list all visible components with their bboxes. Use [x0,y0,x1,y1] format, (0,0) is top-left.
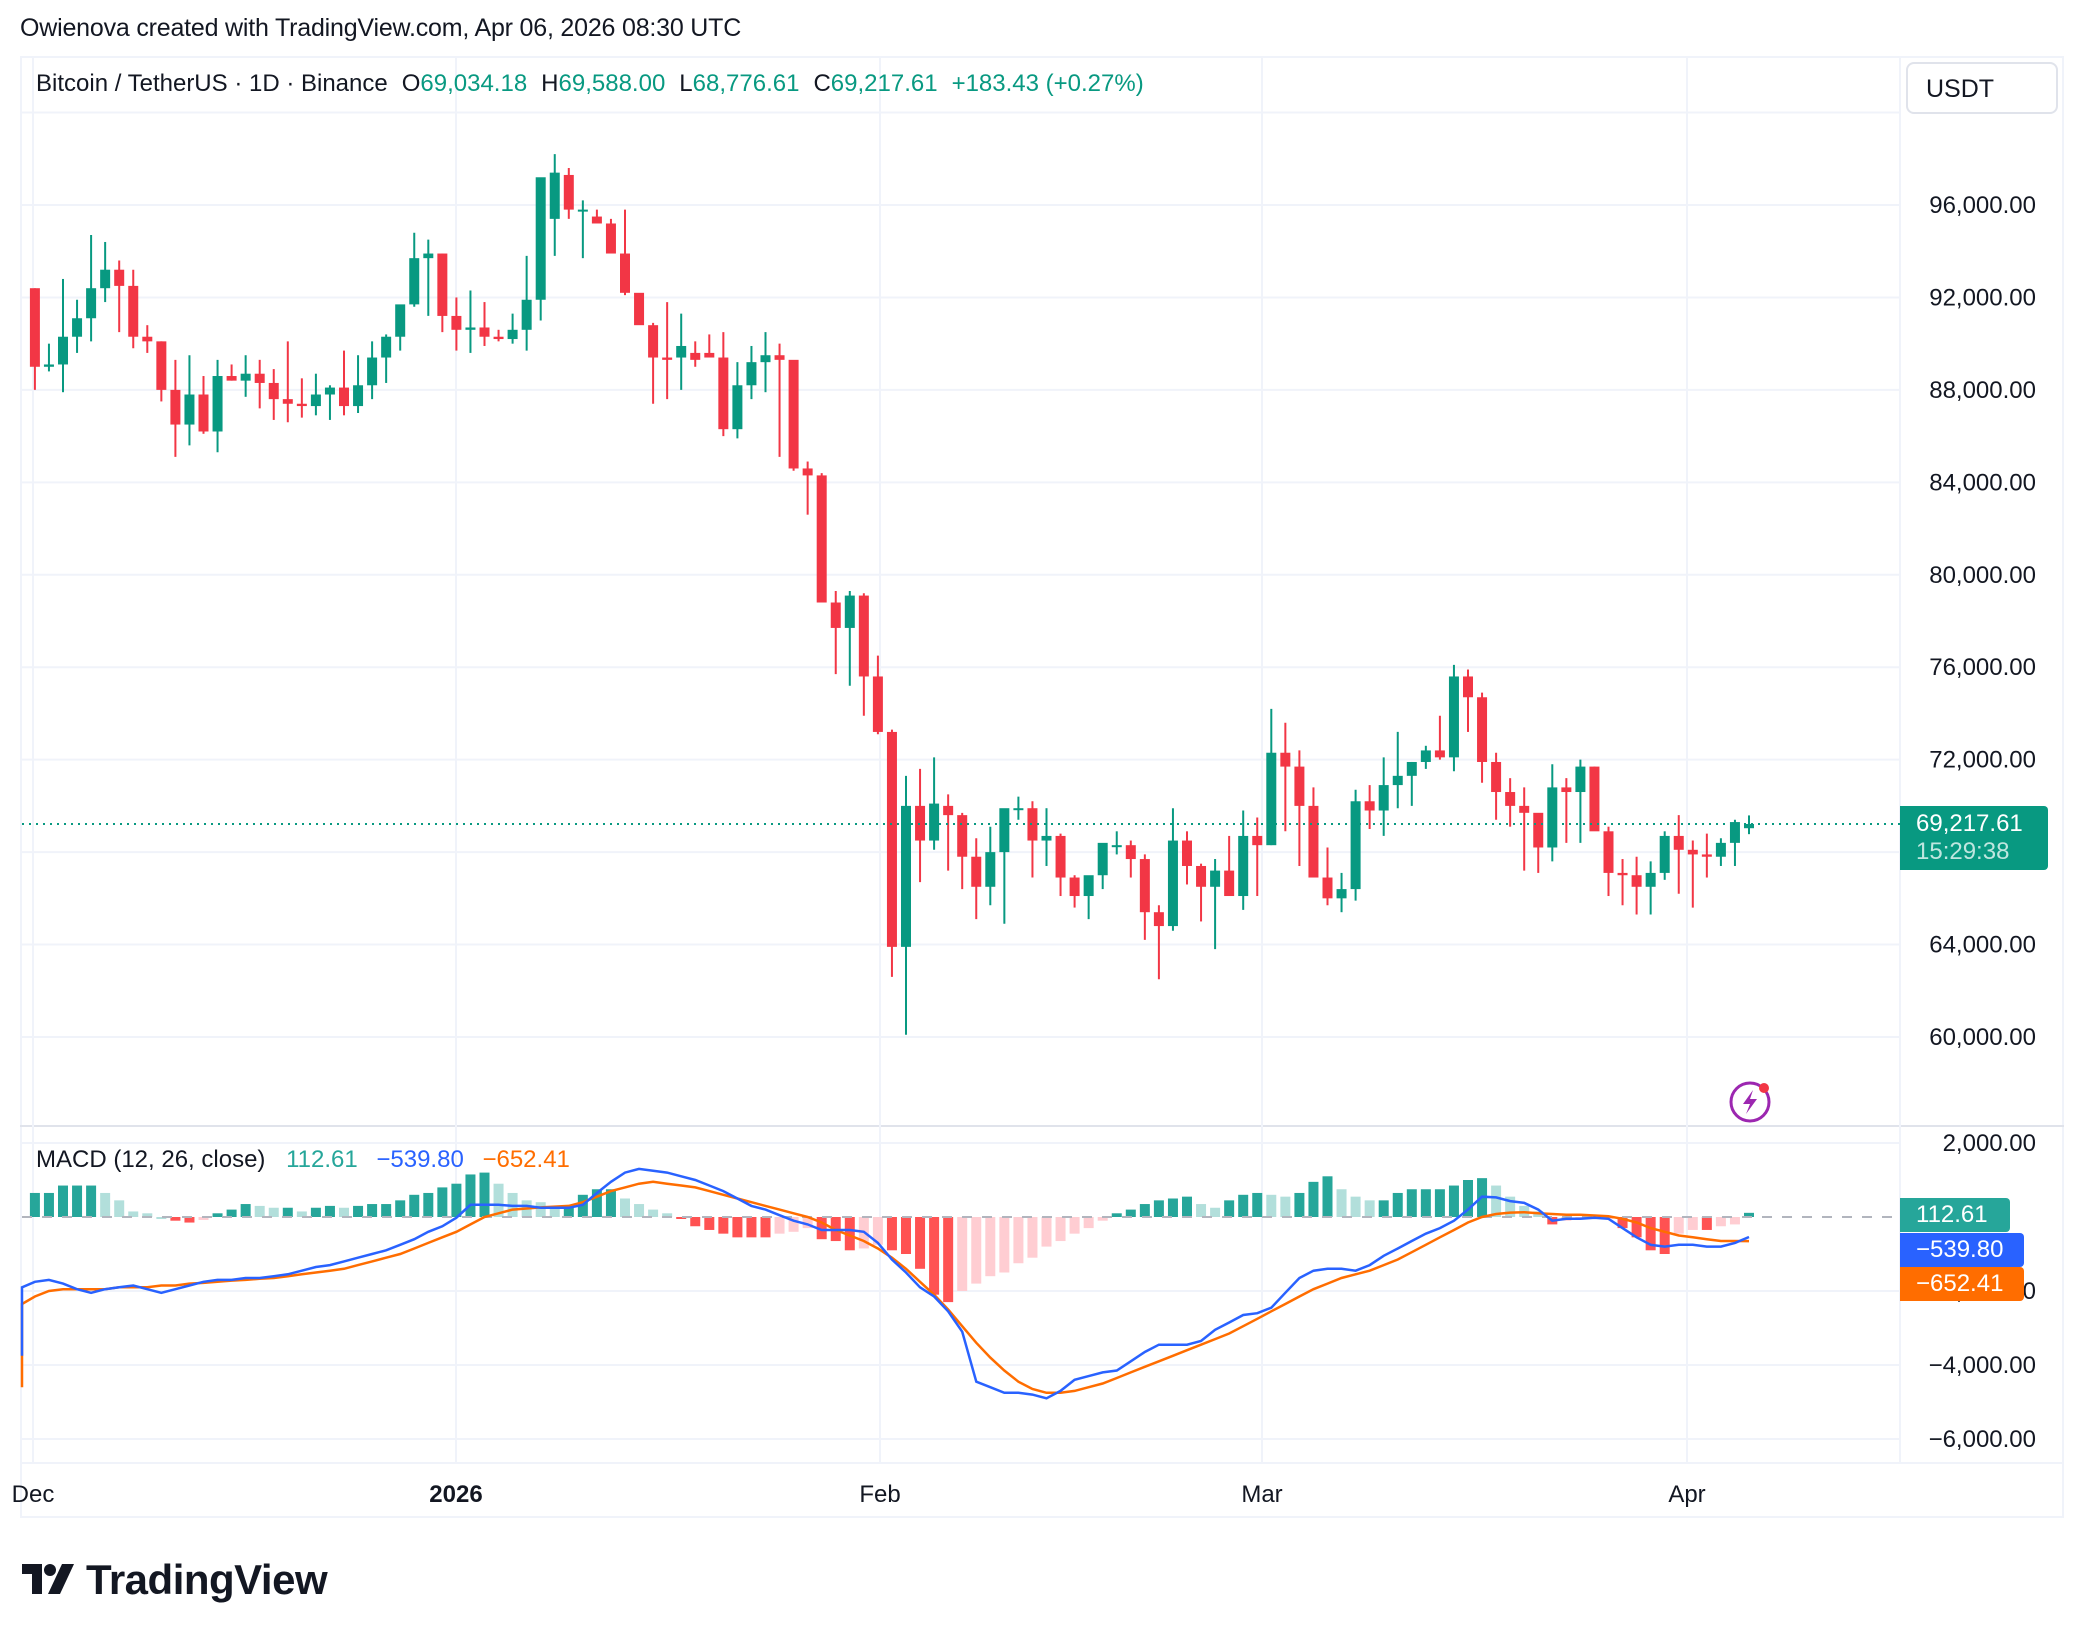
macd-signal-line [20,1180,1750,1395]
macd-signal-tag: −652.41 [1900,1267,2024,1301]
macd-axis-label: −4,000.00 [1929,1352,2036,1379]
time-axis-label: Apr [1668,1481,1705,1508]
flash-alert-button[interactable] [1728,1078,1774,1124]
macd-axis-label: 2,000.00 [1943,1130,2036,1157]
candlestick-series[interactable] [29,154,1754,1035]
high-key: H [541,70,559,97]
macd-signal-value: −652.41 [482,1146,570,1173]
macd-title[interactable]: MACD (12, 26, close) [36,1146,266,1173]
attribution-text: Owienova created with TradingView.com, A… [20,14,742,42]
macd-line-tag: −539.80 [1900,1233,2024,1267]
chart-frame [20,56,2064,1518]
macd-histogram [29,1172,1754,1303]
last-price-tag: 69,217.61 15:29:38 [1900,806,2048,870]
symbol-legend: Bitcoin / TetherUS · 1D · Binance O 69,03… [36,70,1144,98]
open-value: 69,034.18 [420,70,528,97]
price-axis-label: 84,000.00 [1929,469,2036,496]
tradingview-logo[interactable]: TradingView [22,1556,328,1604]
close-key: C [813,70,831,97]
macd-line-value: −539.80 [376,1146,464,1173]
price-axis-label: 80,000.00 [1929,562,2036,589]
currency-button[interactable]: USDT [1906,62,2058,114]
macd-line [20,1167,1750,1400]
high-value: 69,588.00 [558,70,666,97]
price-axis-label: 96,000.00 [1929,192,2036,219]
macd-axis-label: −6,000.00 [1929,1426,2036,1453]
time-axis-label: 2026 [429,1481,482,1508]
close-value: 69,217.61 [830,70,938,97]
price-axis-label: 60,000.00 [1929,1024,2036,1051]
price-axis-label: 64,000.00 [1929,932,2036,959]
macd-histogram-value: 112.61 [286,1146,358,1173]
time-axis-label: Dec [12,1481,55,1508]
price-axis-label: 72,000.00 [1929,747,2036,774]
price-axis-label: 76,000.00 [1929,654,2036,681]
lightning-icon [1729,1081,1771,1123]
open-key: O [401,70,421,97]
price-axis-label: 88,000.00 [1929,377,2036,404]
tradingview-wordmark: TradingView [86,1556,328,1603]
time-axis-label: Mar [1241,1481,1282,1508]
low-value: 68,776.61 [692,70,800,97]
change-value: +183.43 (+0.27%) [951,70,1144,97]
last-price-value: 69,217.61 [1916,810,2023,837]
macd-legend: MACD (12, 26, close) 112.61 −539.80 −652… [36,1146,570,1174]
symbol-name[interactable]: Bitcoin / TetherUS · 1D · Binance [36,70,388,97]
bar-countdown: 15:29:38 [1916,838,2010,865]
macd-histogram-tag: 112.61 [1900,1198,2010,1232]
tradingview-mark-icon [22,1564,74,1594]
low-key: L [679,70,693,97]
time-axis-label: Feb [859,1481,900,1508]
price-axis-label: 92,000.00 [1929,284,2036,311]
